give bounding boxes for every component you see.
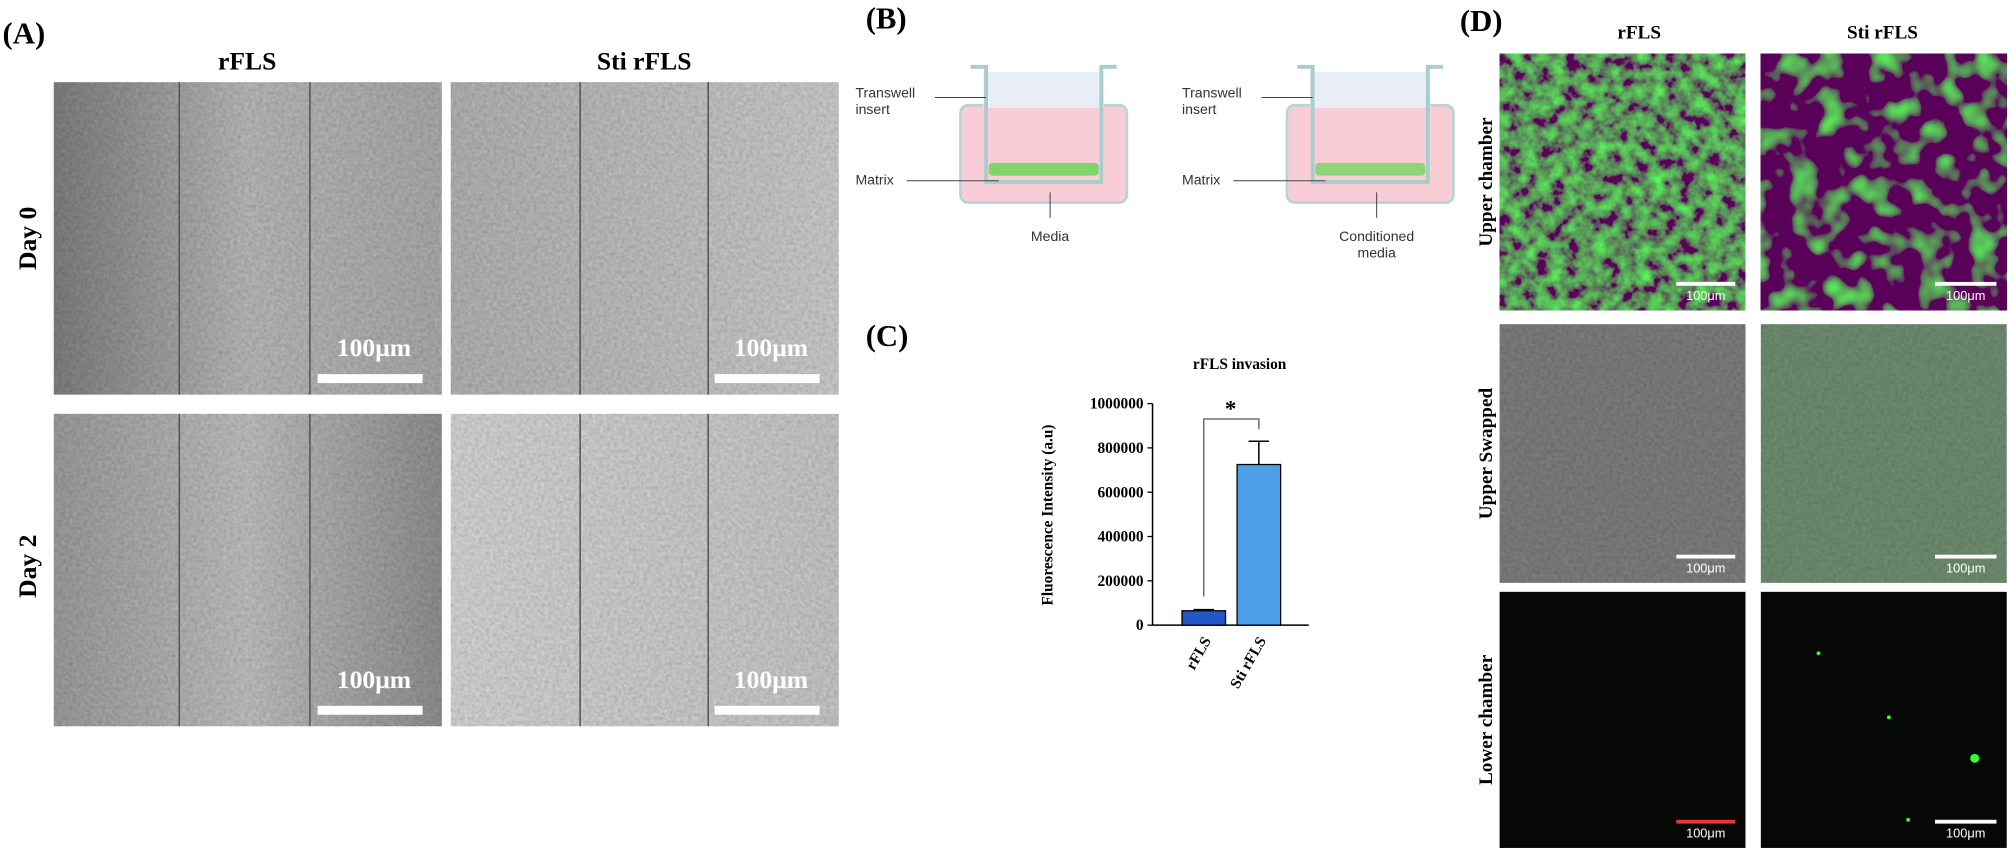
green-spot: [1906, 817, 1911, 822]
y-tick-label: 400000: [1098, 529, 1144, 546]
insert: [1297, 64, 1444, 184]
micrograph: [53, 413, 442, 727]
scale-bar-label: 100μm: [734, 665, 808, 694]
x-tick-label: Sti rFLS: [1227, 634, 1270, 692]
significance-label: *: [1225, 395, 1237, 421]
panel-label: (C): [866, 319, 909, 353]
scale-bar-label: 100μm: [337, 665, 411, 694]
row-label: Upper Swapped: [1476, 388, 1497, 520]
scale-bar: [317, 705, 423, 715]
row-label: Lower chamber: [1476, 654, 1497, 785]
x-tick-label: rFLS: [1183, 634, 1215, 673]
panel-label: (A): [3, 17, 46, 51]
fluorescence-image: [1499, 591, 1746, 848]
matrix: [988, 162, 1099, 176]
green-spot: [1816, 651, 1821, 656]
label-insert: insert: [855, 101, 890, 117]
green-spot: [1886, 715, 1891, 720]
scale-bar-label: 100μm: [1686, 288, 1725, 303]
label-media: Conditioned: [1339, 228, 1414, 244]
scale-bar: [714, 374, 820, 384]
transwell-diagrams: TranswellinsertMatrixMediaTranswellinser…: [855, 64, 1455, 261]
panel-label: (B): [866, 1, 907, 35]
label-insert: Transwell: [1182, 85, 1242, 101]
error-bar: [1248, 440, 1270, 465]
scale-bar-label: 100μm: [1946, 561, 1985, 576]
fluorescence-image: [1760, 53, 2007, 311]
scale-bar: [714, 705, 820, 715]
scale-bar: [1676, 554, 1736, 559]
panel-label: (D): [1460, 4, 1503, 38]
micrographs: 100μm 100μm 100μm 100μm: [53, 82, 839, 727]
micrograph: [53, 82, 442, 395]
scale-bar: [317, 374, 423, 384]
scale-bar-label: 100μm: [1946, 288, 1985, 303]
scale-bar: [1935, 281, 1997, 286]
error-bar: [1193, 608, 1215, 611]
chart-title: rFLS invasion: [1193, 356, 1287, 373]
y-tick-label: 200000: [1098, 573, 1144, 590]
column-header: Sti rFLS: [1847, 23, 1918, 44]
label-media: Media: [1031, 228, 1070, 244]
row-label: Day 0: [13, 207, 42, 270]
column-header: rFLS: [1617, 23, 1661, 44]
brightfield-image: [1760, 324, 2007, 583]
scale-bar-label: 100μm: [1946, 826, 1985, 841]
green-overlay: [1760, 324, 2007, 583]
label-insert: insert: [1182, 101, 1217, 117]
scale-bar: [1676, 819, 1736, 824]
y-tick-label: 1000000: [1090, 396, 1144, 413]
green-spot: [1970, 753, 1980, 763]
fluorescence-image: [1499, 53, 1746, 311]
bar: [1181, 610, 1227, 626]
column-header: rFLS: [218, 46, 276, 75]
y-tick-label: 0: [1136, 617, 1144, 634]
scale-bar: [1676, 281, 1736, 286]
scale-bar-label: 100μm: [337, 333, 411, 362]
column-header: Sti rFLS: [597, 46, 692, 75]
row-label: Day 2: [13, 535, 42, 598]
micrograph: [450, 413, 839, 727]
matrix: [1315, 162, 1426, 176]
significance-bracket: [1203, 418, 1260, 597]
scale-bar-label: 100μm: [1686, 826, 1725, 841]
fluorescence-image: [1760, 591, 2007, 848]
label-media: media: [1357, 245, 1396, 261]
y-axis-label: Fluorescence Intensity (a.u): [1040, 424, 1057, 605]
y-tick-label: 600000: [1098, 484, 1144, 501]
insert: [970, 64, 1117, 184]
fluorescence-images: Upper chamber 100μm 100μm Upper Swapped 100μ…: [1476, 53, 2007, 848]
insert-top: [983, 71, 1104, 108]
bar: [1236, 463, 1282, 626]
row-label: Upper chamber: [1476, 117, 1497, 247]
label-matrix: Matrix: [855, 172, 893, 188]
label-matrix: Matrix: [1182, 172, 1220, 188]
micrograph: [450, 82, 839, 395]
insert-top: [1310, 71, 1431, 108]
bar-chart: rFLS invasion Fluorescence Intensity (a.u…: [1040, 356, 1309, 692]
scale-bar: [1935, 554, 1997, 559]
scale-bar: [1935, 819, 1997, 824]
brightfield-image: [1499, 324, 1746, 583]
y-tick-label: 800000: [1098, 440, 1144, 457]
scale-bar-label: 100μm: [1686, 561, 1725, 576]
label-insert: Transwell: [855, 85, 915, 101]
scale-bar-label: 100μm: [734, 333, 808, 362]
